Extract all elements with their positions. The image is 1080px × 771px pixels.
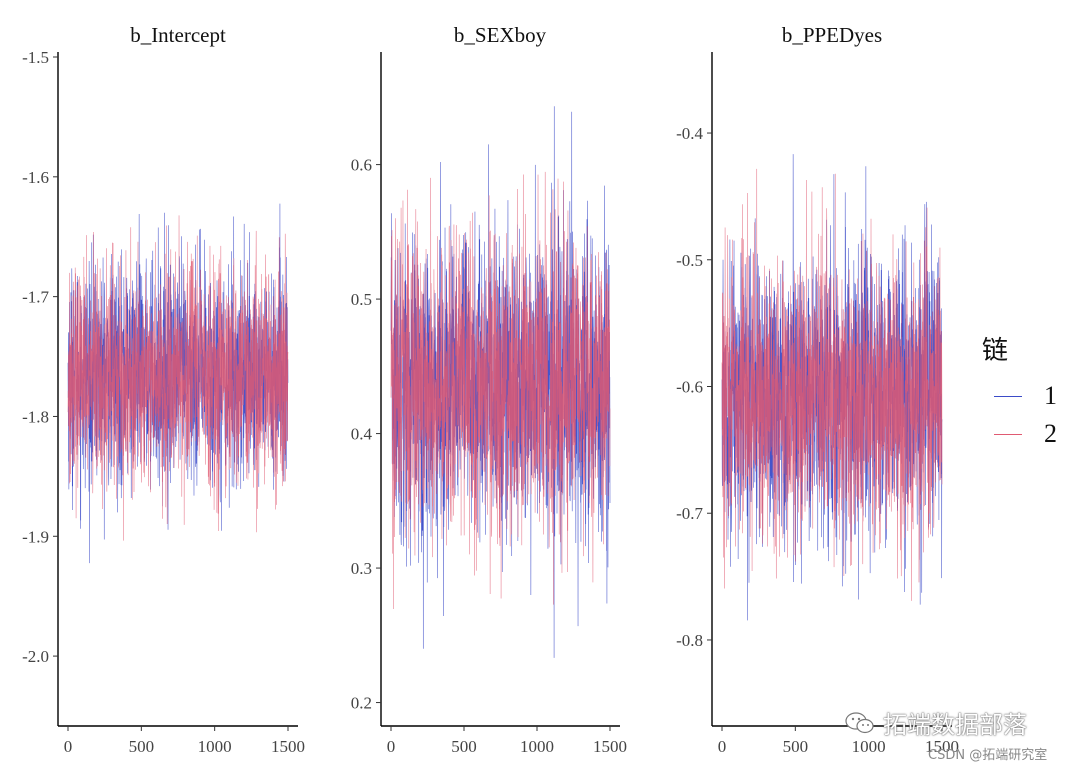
panel-title: b_Intercept	[130, 23, 226, 47]
x-tick-label: 500	[129, 737, 155, 756]
wechat-icon	[845, 711, 874, 733]
x-tick-label: 1500	[271, 737, 305, 756]
watermark-subtext: CSDN @拓端研究室	[928, 748, 1048, 763]
legend-item-chain-2: 2	[982, 415, 1057, 453]
x-tick-label: 0	[718, 737, 727, 756]
y-tick-label: 0.3	[351, 559, 372, 578]
legend-label-chain-2: 2	[1044, 419, 1057, 448]
y-tick-label: -1.8	[22, 407, 49, 426]
y-tick-label: 0.2	[351, 694, 372, 713]
y-tick-label: -1.9	[22, 527, 49, 546]
y-tick-label: -1.5	[22, 48, 49, 67]
panel-b_SEXboy: b_SEXboy 0.2 0.3 0.4 0.5 0.6 0 500 1000 1500	[351, 23, 627, 756]
x-tick-label: 0	[64, 737, 73, 756]
panel-title: b_SEXboy	[454, 23, 547, 47]
y-tick-label: -0.8	[676, 631, 703, 650]
x-tick-label: 1000	[198, 737, 232, 756]
legend-item-chain-1: 1	[982, 377, 1057, 415]
y-tick-label: -0.7	[676, 504, 703, 523]
y-tick-label: -1.6	[22, 168, 49, 187]
panel-b_PPEDyes: b_PPEDyes -0.8 -0.7 -0.6 -0.5 -0.4 0 500 1000 150…	[676, 23, 959, 756]
y-tick-label: -0.6	[676, 378, 703, 397]
y-tick-label: -2.0	[22, 647, 49, 666]
trace-chain-2	[721, 168, 943, 601]
legend-swatch-chain-1	[994, 395, 1022, 397]
y-tick-label: -0.4	[676, 124, 703, 143]
panel-b_Intercept: b_Intercept -2.0 -1.9 -1.8 -1.7 -1.6 -1.5 0 500 1…	[22, 23, 305, 756]
watermark: 拓端数据部落	[845, 705, 1027, 740]
x-tick-label: 1500	[925, 737, 959, 756]
y-tick-label: -1.7	[22, 288, 49, 307]
y-tick-label: -0.5	[676, 251, 703, 270]
legend-swatch-chain-2	[994, 433, 1022, 435]
x-tick-label: 1000	[520, 737, 554, 756]
y-tick-label: 0.6	[351, 156, 372, 175]
legend-label-chain-1: 1	[1044, 381, 1057, 410]
x-tick-label: 500	[783, 737, 809, 756]
legend: 链 1 2	[982, 330, 1057, 453]
legend-title: 链	[982, 336, 1009, 365]
panel-title: b_PPEDyes	[782, 23, 882, 47]
x-tick-label: 500	[451, 737, 477, 756]
y-tick-label: 0.4	[351, 425, 373, 444]
x-tick-label: 1500	[593, 737, 627, 756]
watermark-text: 拓端数据部落	[883, 711, 1027, 739]
trace-chain-2	[390, 171, 611, 610]
trace-chain-2	[67, 215, 289, 541]
x-tick-label: 0	[387, 737, 396, 756]
x-tick-label: 1000	[852, 737, 886, 756]
y-tick-label: 0.5	[351, 290, 372, 309]
